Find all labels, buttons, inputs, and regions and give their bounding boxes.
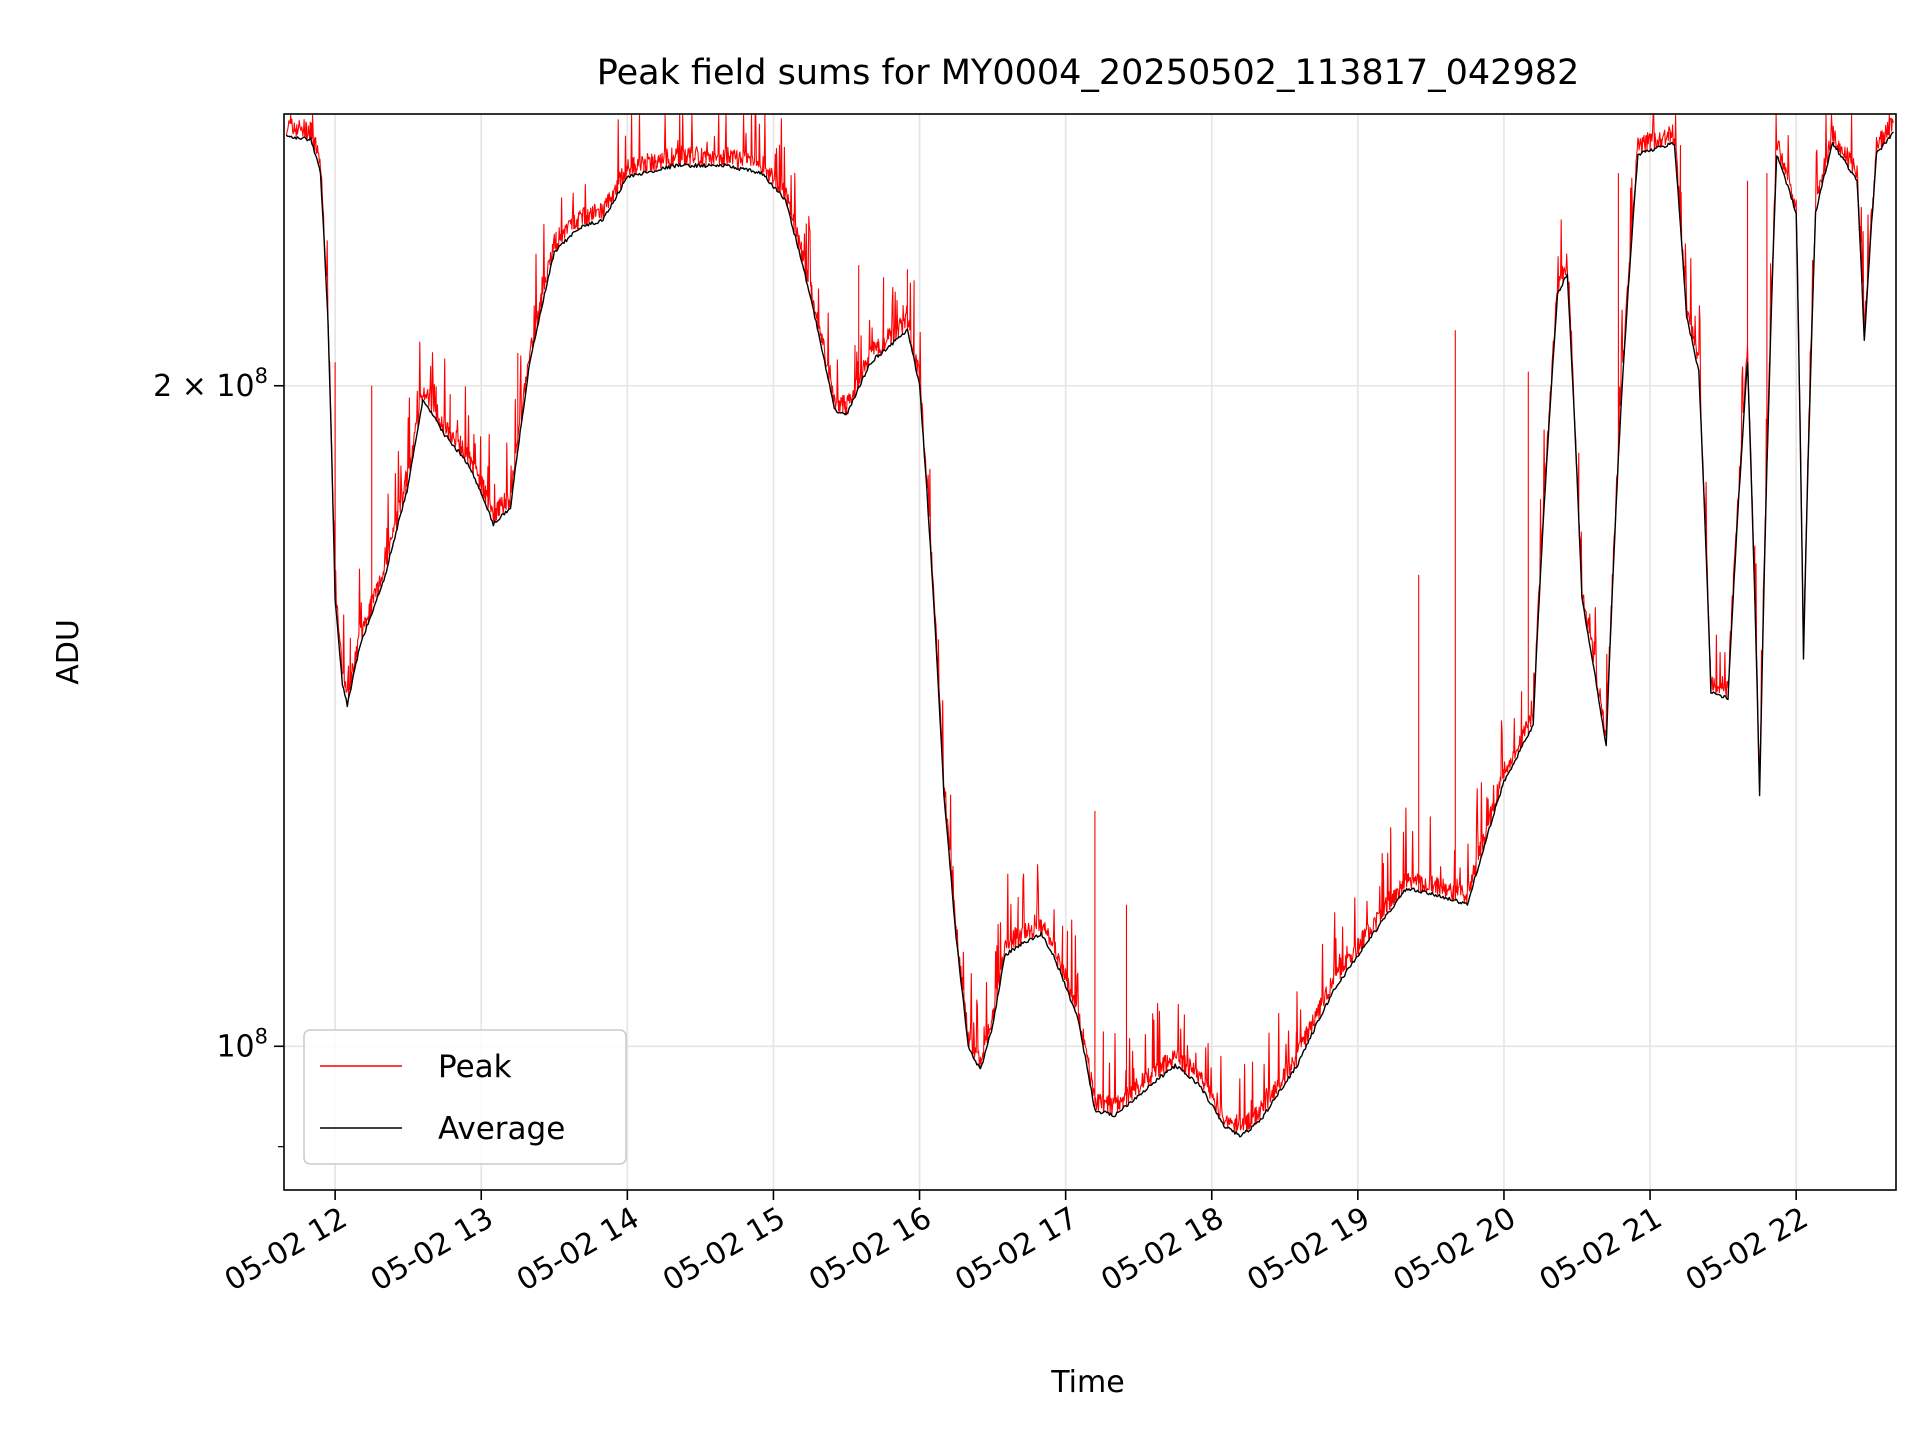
series-layer	[285, 114, 1895, 1138]
y-tick-label: 2 × 108	[153, 364, 268, 404]
legend-peak-label: Peak	[438, 1049, 512, 1085]
chart-title: Peak field sums for MY0004_20250502_1138…	[597, 53, 1580, 93]
legend-average-label: Average	[438, 1111, 565, 1147]
peak-series-line	[285, 114, 1895, 1133]
y-axis: 2 × 108 108	[153, 364, 284, 1148]
y-axis-label: ADU	[51, 619, 86, 685]
x-axis-label: Time	[1050, 1365, 1124, 1400]
y-tick-label: 108	[216, 1024, 268, 1064]
legend-box	[303, 1029, 627, 1165]
grid	[284, 114, 1896, 1190]
plot-frame	[283, 113, 1897, 1191]
average-series-line	[285, 131, 1894, 1138]
legend: Peak Average	[303, 1029, 627, 1165]
